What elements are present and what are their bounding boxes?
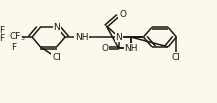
Text: O: O xyxy=(102,44,109,53)
Text: O: O xyxy=(119,10,126,19)
Text: N: N xyxy=(115,33,122,42)
Text: N: N xyxy=(53,23,60,32)
Text: F: F xyxy=(0,26,5,35)
Text: F: F xyxy=(0,34,5,43)
Text: Cl: Cl xyxy=(172,53,181,62)
Text: NH: NH xyxy=(75,33,88,42)
Text: 3: 3 xyxy=(20,36,24,41)
Text: Cl: Cl xyxy=(52,53,61,62)
Text: NH: NH xyxy=(124,44,138,53)
Text: CF: CF xyxy=(10,32,21,41)
Text: F: F xyxy=(11,43,16,52)
